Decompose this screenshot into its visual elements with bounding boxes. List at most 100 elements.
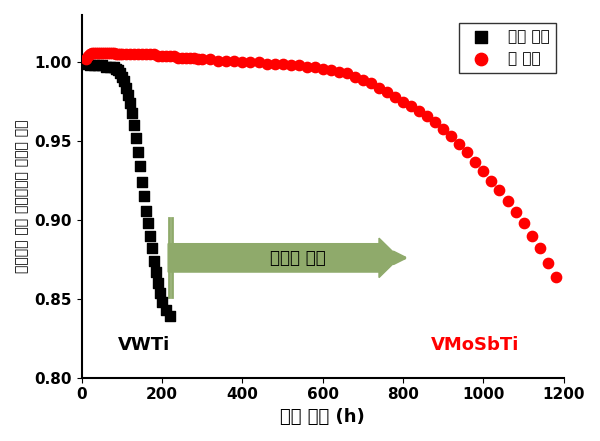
기존 촉매: [111, 65, 121, 72]
기존 촉매: [155, 289, 165, 296]
신 촉매: [342, 70, 352, 77]
기존 촉매: [151, 269, 161, 276]
기존 촉매: [115, 70, 125, 77]
신 촉매: [125, 51, 135, 58]
기존 촉매: [131, 135, 141, 142]
신 촉매: [470, 158, 480, 165]
신 촉매: [83, 52, 92, 60]
신 촉매: [318, 65, 328, 72]
신 촉매: [278, 60, 287, 67]
신 촉매: [366, 79, 376, 86]
신 촉매: [254, 59, 263, 66]
신 촉매: [446, 133, 456, 140]
신 촉매: [406, 103, 416, 110]
신 촉매: [113, 51, 123, 58]
기존 촉매: [119, 78, 129, 85]
신 촉매: [230, 57, 239, 64]
기존 촉매: [143, 220, 153, 227]
신 촉매: [181, 54, 191, 61]
기존 촉매: [105, 64, 115, 71]
신 촉매: [358, 76, 368, 83]
기존 촉매: [113, 67, 123, 74]
기존 촉매: [161, 306, 171, 314]
기존 촉매: [97, 62, 107, 69]
기존 촉매: [101, 64, 110, 71]
신 촉매: [166, 52, 175, 60]
신 촉매: [93, 49, 103, 56]
신 촉매: [173, 54, 183, 61]
신 촉매: [398, 98, 408, 105]
신 촉매: [334, 68, 344, 75]
신 촉매: [141, 51, 151, 58]
신 촉매: [519, 220, 529, 227]
신 촉매: [455, 141, 464, 148]
신 촉매: [107, 49, 117, 56]
신 촉매: [494, 187, 504, 194]
신 촉매: [149, 51, 159, 58]
기존 촉매: [137, 179, 147, 186]
신 촉매: [169, 52, 179, 60]
신 촉매: [137, 51, 147, 58]
기존 촉매: [139, 193, 149, 200]
기존 촉매: [145, 232, 155, 239]
신 촉매: [185, 54, 195, 61]
신 촉매: [81, 56, 91, 63]
신 촉매: [238, 59, 247, 66]
기존 촉매: [149, 258, 159, 265]
신 촉매: [121, 51, 131, 58]
신 촉매: [115, 51, 125, 58]
신 촉매: [415, 108, 424, 115]
신 촉매: [527, 232, 536, 239]
신 촉매: [129, 51, 139, 58]
Y-axis label: 초기성능 대비 질소산화물 전환율 비율: 초기성능 대비 질소산화물 전환율 비율: [15, 120, 29, 273]
신 촉매: [214, 57, 223, 64]
신 촉매: [161, 52, 171, 60]
신 촉매: [97, 49, 107, 56]
신 촉매: [85, 51, 95, 58]
신 촉매: [95, 49, 104, 56]
신 촉매: [463, 149, 472, 156]
신 촉매: [374, 84, 384, 91]
X-axis label: 반응 시간 (h): 반응 시간 (h): [280, 408, 365, 426]
기존 촉매: [153, 280, 163, 287]
신 촉매: [382, 89, 392, 96]
신 촉매: [439, 125, 448, 132]
신 촉매: [206, 56, 215, 63]
신 촉매: [245, 59, 255, 66]
기존 촉매: [141, 207, 151, 214]
신 촉매: [350, 73, 359, 80]
신 촉매: [99, 49, 109, 56]
Text: VMoSbTi: VMoSbTi: [431, 336, 520, 354]
신 촉매: [145, 51, 155, 58]
기존 촉매: [129, 122, 139, 129]
신 촉매: [103, 49, 113, 56]
기존 촉매: [93, 62, 103, 69]
기존 촉매: [109, 64, 119, 71]
신 촉매: [262, 60, 271, 67]
신 촉매: [197, 56, 207, 63]
신 촉매: [157, 52, 167, 60]
신 촉매: [193, 56, 203, 63]
기존 촉매: [117, 73, 127, 80]
신 촉매: [294, 62, 304, 69]
기존 촉매: [81, 60, 91, 67]
기존 촉매: [157, 299, 167, 306]
신 촉매: [109, 49, 119, 56]
기존 촉매: [89, 62, 98, 69]
Text: 내구성 증진: 내구성 증진: [270, 249, 326, 267]
신 촉매: [87, 49, 97, 56]
신 촉매: [487, 177, 496, 184]
신 촉매: [117, 51, 127, 58]
신 촉매: [178, 54, 187, 61]
신 촉매: [190, 54, 199, 61]
신 촉매: [133, 51, 143, 58]
기존 촉매: [135, 163, 145, 170]
기존 촉매: [166, 313, 175, 320]
신 촉매: [270, 60, 280, 67]
신 촉매: [286, 62, 295, 69]
신 촉매: [302, 64, 311, 71]
Legend: 기존 촉매, 신 촉매: 기존 촉매, 신 촉매: [460, 22, 556, 72]
신 촉매: [101, 49, 110, 56]
Text: VWTi: VWTi: [118, 336, 170, 354]
신 촉매: [479, 168, 488, 175]
